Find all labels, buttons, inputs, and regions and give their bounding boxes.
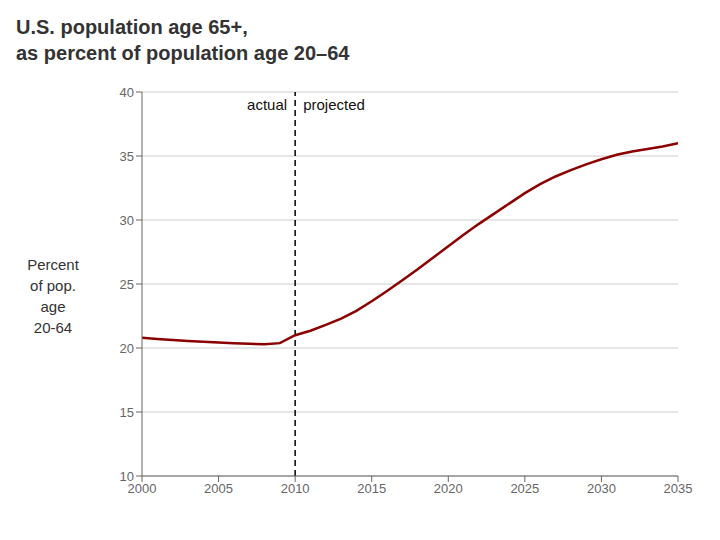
html-text:20-64: 20-64 bbox=[33, 319, 73, 336]
svg-text:20: 20 bbox=[120, 341, 134, 356]
svg-text:35: 35 bbox=[120, 149, 134, 164]
svg-text:2015: 2015 bbox=[357, 481, 386, 496]
svg-text:2035: 2035 bbox=[664, 481, 693, 496]
svg-text:2025: 2025 bbox=[510, 481, 539, 496]
svg-text:2030: 2030 bbox=[587, 481, 616, 496]
html-text:as percent of population age 2: as percent of population age 20–64 bbox=[16, 42, 350, 64]
svg-text:2005: 2005 bbox=[204, 481, 233, 496]
svg-text:2010: 2010 bbox=[281, 481, 310, 496]
svg-text:actual: actual bbox=[247, 96, 287, 113]
html-text:U.S. population age 65+,: U.S. population age 65+, bbox=[16, 16, 248, 38]
html-text:age: age bbox=[40, 298, 66, 315]
html-text:Percent: Percent bbox=[27, 256, 79, 273]
svg-text:40: 40 bbox=[120, 85, 134, 100]
svg-text:2000: 2000 bbox=[127, 481, 157, 497]
svg-text:10: 10 bbox=[120, 469, 134, 484]
svg-text:2020: 2020 bbox=[434, 481, 463, 496]
svg-text:15: 15 bbox=[120, 405, 134, 420]
html-text:of pop.: of pop. bbox=[30, 277, 76, 294]
svg-text:30: 30 bbox=[120, 213, 134, 228]
svg-text:projected: projected bbox=[303, 96, 365, 113]
svg-text:25: 25 bbox=[120, 277, 134, 292]
